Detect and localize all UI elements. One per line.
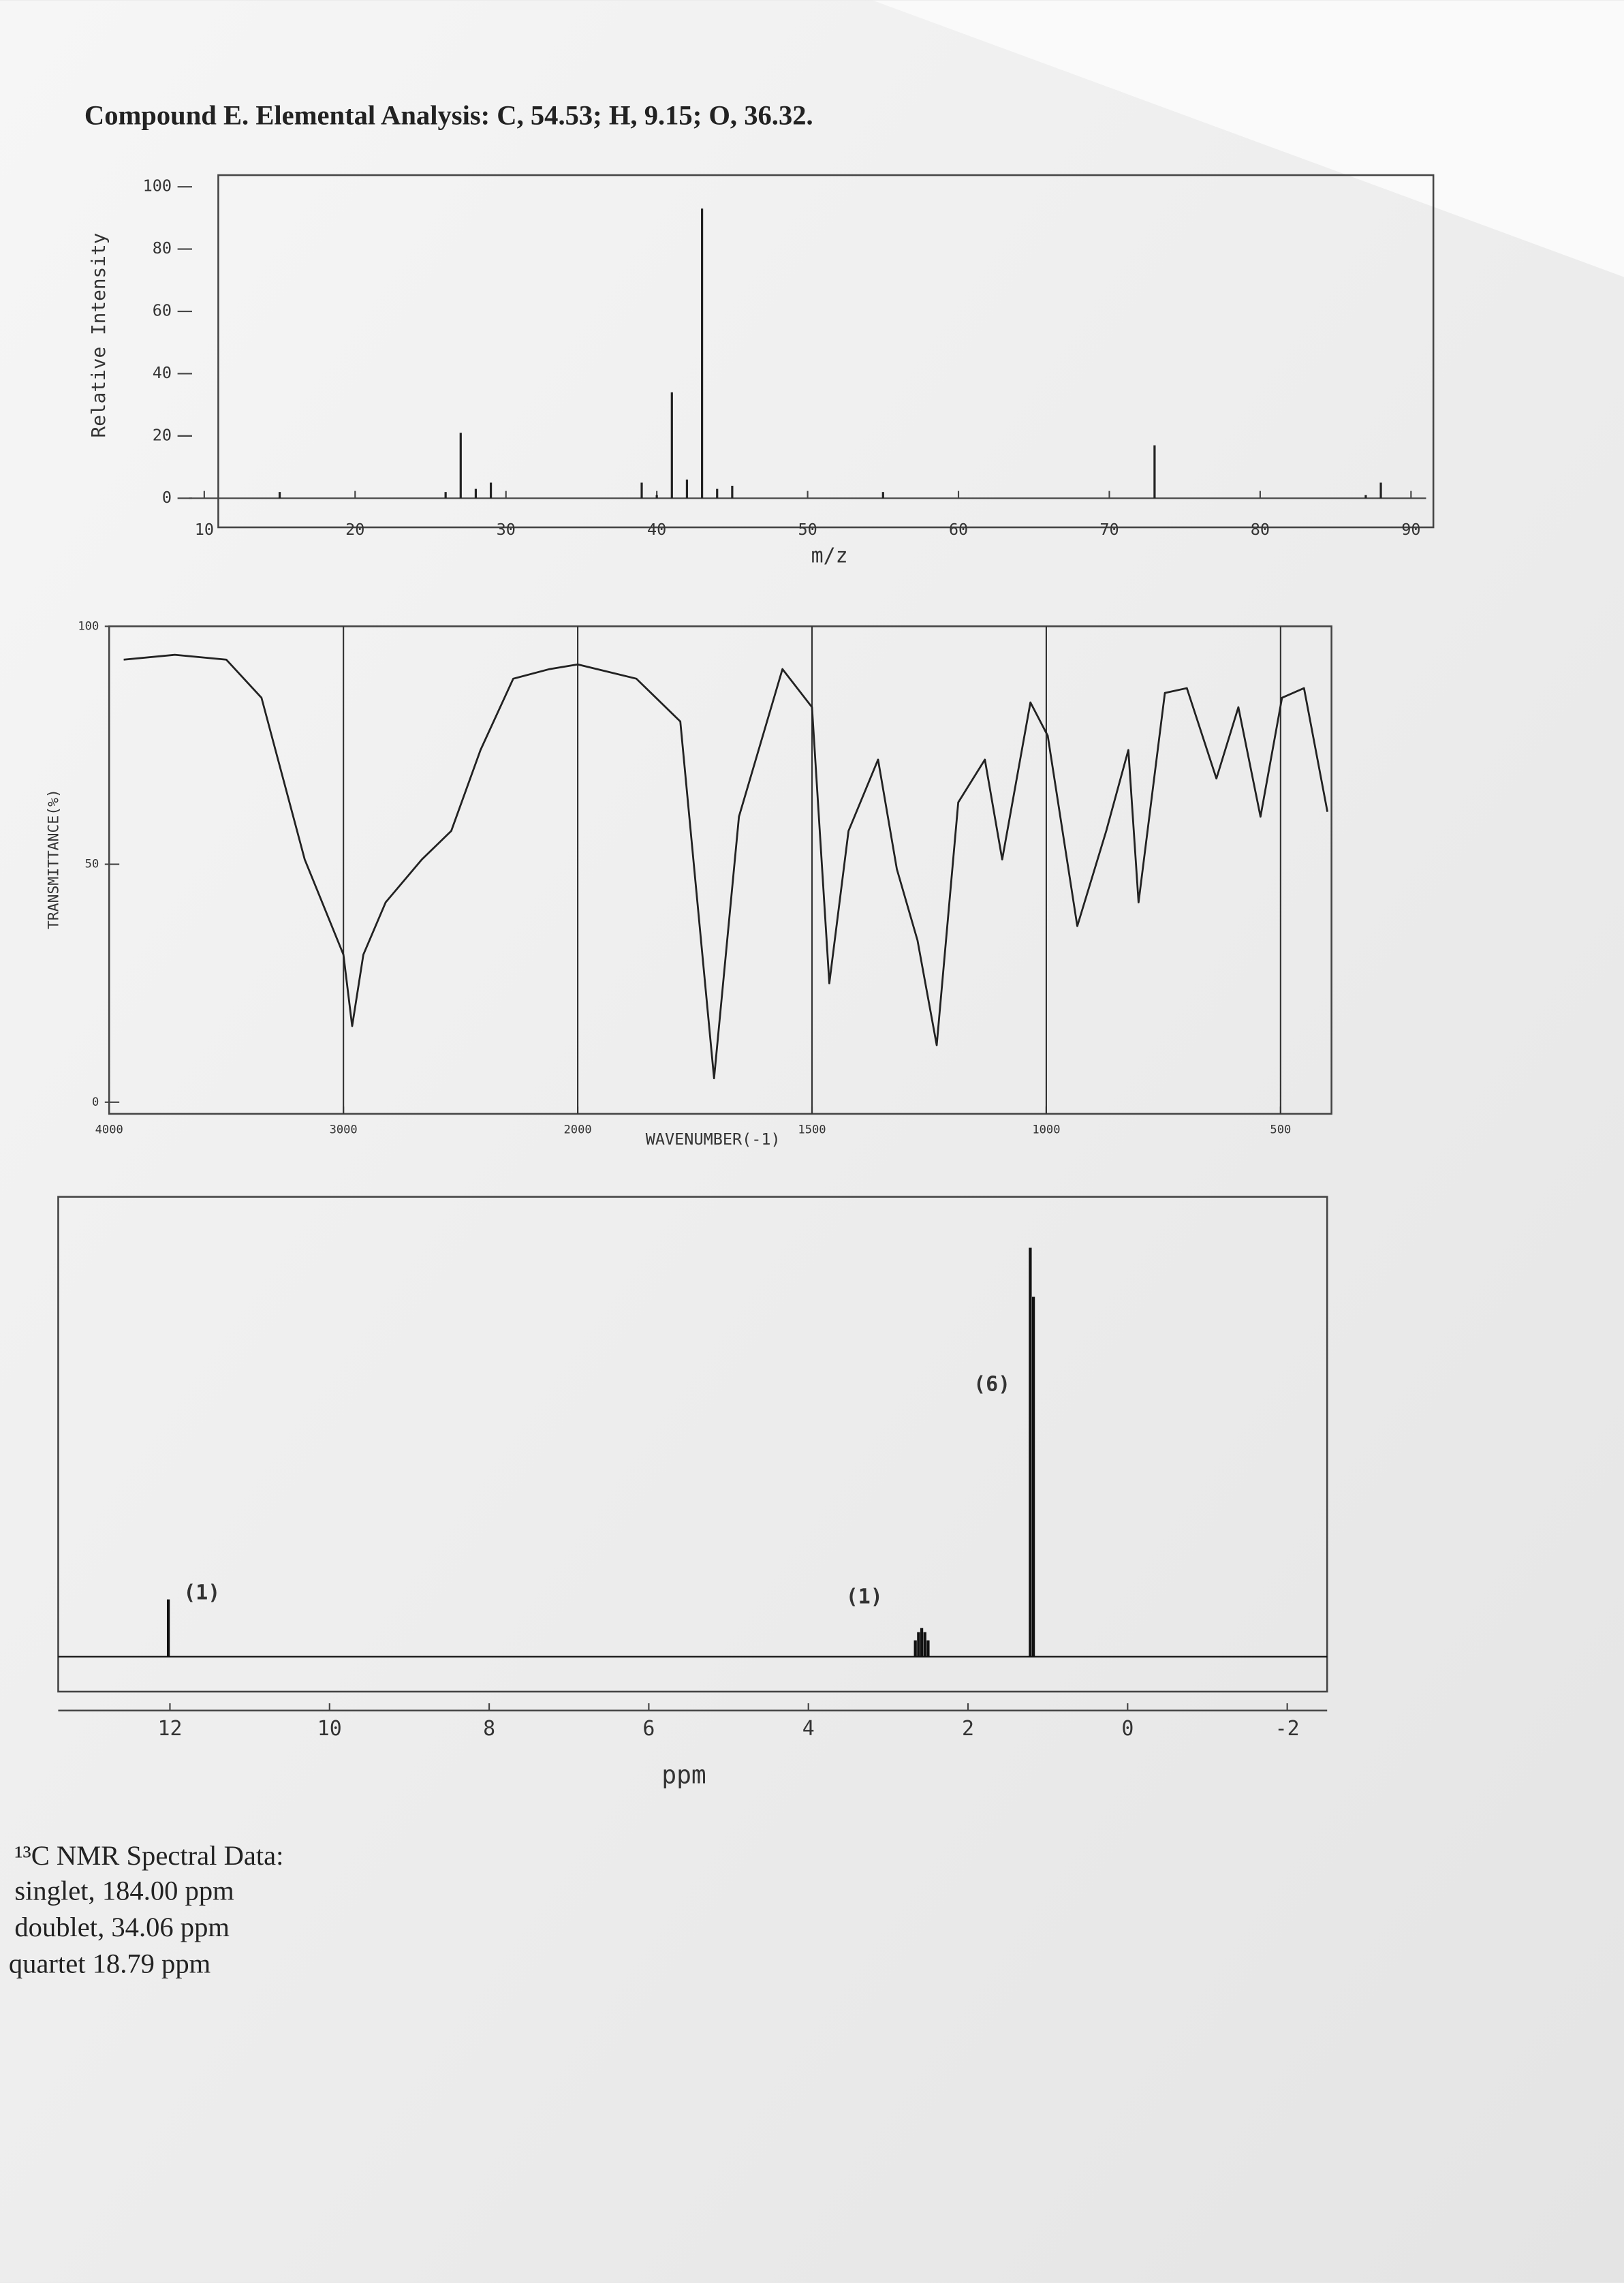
- x-tick-label: 4000: [95, 1123, 123, 1136]
- x-tick-label: 90: [1401, 520, 1420, 539]
- y-tick-label: 100: [78, 619, 99, 633]
- y-tick-label: 40: [153, 363, 172, 382]
- plot-frame: [57, 1196, 1328, 1693]
- x-tick-label: 8: [483, 1717, 495, 1741]
- ir-trace: [123, 653, 1329, 1080]
- peak-annotation: (1): [846, 1585, 883, 1609]
- x-tick-label: 50: [798, 520, 817, 539]
- peak-annotation: (6): [973, 1373, 1010, 1397]
- x-tick-label: 1500: [798, 1123, 826, 1136]
- x-tick-label: 10: [317, 1717, 342, 1741]
- y-axis-label: TRANSMITTANCE(%): [45, 789, 62, 929]
- x-tick-label: 10: [195, 520, 214, 539]
- c13-line: singlet, 184.00 ppm: [14, 1875, 234, 1906]
- c13-line: doublet, 34.06 ppm: [14, 1912, 230, 1942]
- x-axis-label: ppm: [661, 1760, 706, 1790]
- plot-frame: [108, 625, 1332, 1115]
- x-axis-label: WAVENUMBER(-1): [646, 1130, 781, 1149]
- x-tick-label: 20: [345, 520, 364, 539]
- x-tick-label: -2: [1275, 1717, 1300, 1741]
- x-tick-label: 1000: [1032, 1123, 1060, 1136]
- plot-frame: [217, 174, 1435, 529]
- y-tick-label: 0: [92, 1096, 99, 1109]
- x-axis-label: m/z: [811, 544, 848, 568]
- y-tick-label: 100: [143, 176, 172, 196]
- x-tick-label: 4: [802, 1717, 815, 1741]
- y-tick-label: 60: [153, 301, 172, 320]
- x-tick-label: 60: [949, 520, 968, 539]
- y-tick-label: 0: [162, 488, 172, 507]
- x-tick-label: 2: [962, 1717, 974, 1741]
- x-tick-label: 12: [157, 1717, 182, 1741]
- x-tick-label: 80: [1251, 520, 1270, 539]
- peak-annotation: (1): [183, 1581, 220, 1605]
- x-tick-label: 2000: [564, 1123, 592, 1136]
- y-tick-label: 80: [153, 238, 172, 258]
- c13-line: quartet 18.79 ppm: [9, 1948, 210, 1978]
- x-tick-label: 70: [1099, 520, 1119, 539]
- x-tick-label: 6: [642, 1717, 655, 1741]
- x-tick-label: 40: [647, 520, 666, 539]
- x-tick-label: 30: [497, 520, 516, 539]
- c13-heading: ¹³C NMR Spectral Data:: [14, 1840, 283, 1871]
- x-tick-label: 3000: [330, 1123, 358, 1136]
- y-axis-label: Relative Intensity: [87, 233, 110, 438]
- y-tick-label: 20: [153, 425, 172, 444]
- y-tick-label: 50: [85, 858, 99, 871]
- x-tick-label: 500: [1270, 1123, 1291, 1136]
- document-title: Compound E. Elemental Analysis: C, 54.53…: [84, 99, 813, 130]
- x-tick-label: 0: [1121, 1717, 1134, 1741]
